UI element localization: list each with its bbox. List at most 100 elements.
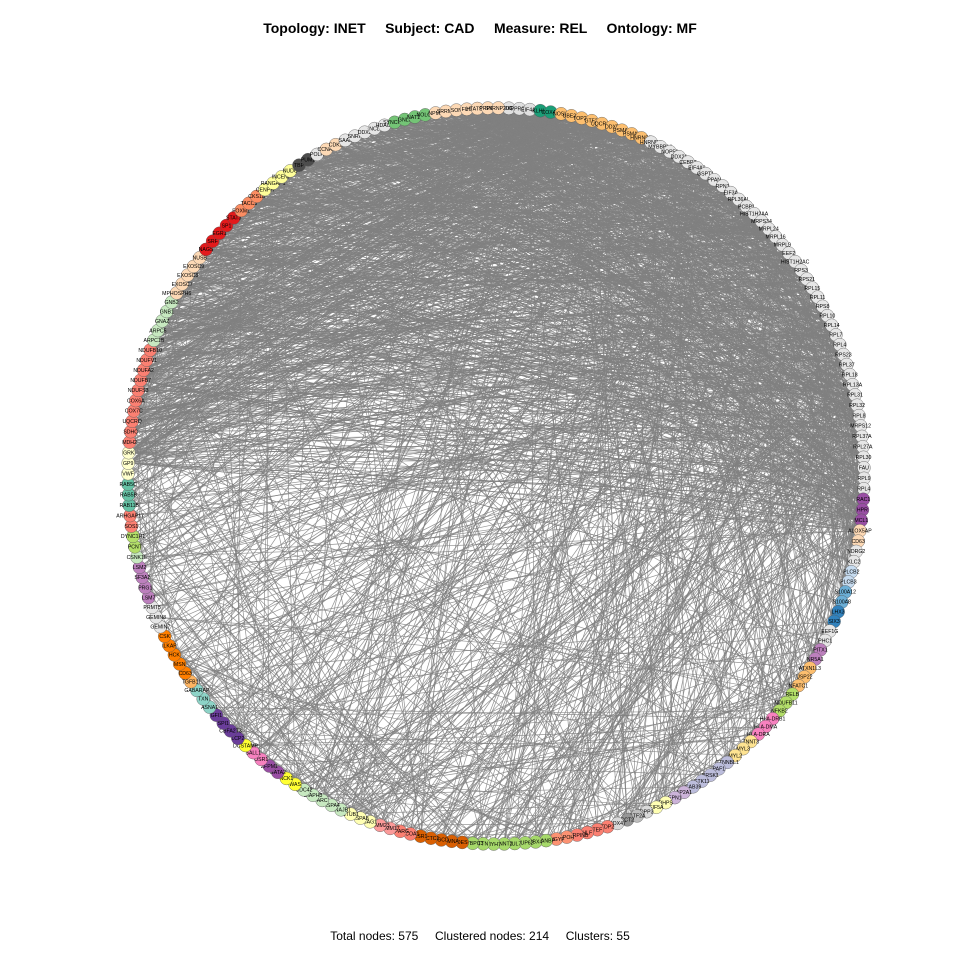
graph-node: ACTC1 [422, 831, 440, 845]
node-label: PSMA1 [613, 128, 631, 134]
graph-edge [646, 520, 862, 812]
graph-edge [128, 107, 510, 453]
graph-edge [404, 119, 783, 246]
graph-edge [340, 206, 747, 810]
graph-edge [155, 109, 531, 618]
graph-edge [157, 330, 836, 336]
graph-edge [169, 645, 323, 801]
graph-edge [321, 394, 856, 801]
graph-edge [497, 107, 759, 735]
node-label: CEBPZ [679, 160, 696, 166]
graph-node: KLHL7 [532, 103, 548, 118]
graph-node: RPL9 [857, 471, 871, 485]
graph-edge [162, 146, 661, 322]
graph-edge [193, 266, 411, 835]
graph-edge [161, 320, 381, 826]
graph-node: MYBPC3 [462, 836, 483, 850]
graph-edge [171, 301, 865, 479]
graph-edge [219, 233, 246, 746]
node-label: SAAL [339, 138, 352, 144]
graph-edge [139, 156, 680, 568]
node-label: RPL8 [853, 413, 866, 419]
graph-edge [788, 253, 861, 531]
node-label: ARPC1B [144, 338, 165, 344]
graph-edge [540, 110, 853, 385]
node-label: STUB1 [342, 812, 359, 818]
graph-edge [607, 630, 831, 827]
graph-edge [127, 473, 515, 844]
node-label: NDUFA2 [133, 368, 154, 374]
graph-edge [230, 730, 557, 840]
graph-edge [518, 108, 598, 830]
node-label: HNRNPC [640, 140, 662, 146]
node-label: CENPH [256, 187, 274, 193]
graph-edge [335, 144, 421, 837]
graph-edge [350, 109, 531, 815]
graph-edge [540, 110, 864, 500]
graph-edge [155, 616, 547, 841]
graph-edge [768, 228, 855, 562]
node-label: NDUFB11 [774, 700, 797, 706]
node-label: RPL30 [856, 455, 872, 461]
graph-edge [127, 473, 578, 836]
node-label: MRPS12 [850, 424, 871, 430]
graph-edge [472, 457, 864, 844]
node-label: PRMT5 [143, 605, 161, 611]
graph-edge [143, 108, 520, 371]
graph-edge [514, 374, 850, 844]
node-label: SF3A2 [134, 575, 150, 581]
graph-edge [253, 394, 856, 753]
node-label: TXN [198, 697, 209, 703]
node-label: MRPS34 [751, 219, 772, 225]
node-label: DDX47 [609, 821, 626, 827]
node-label: SYNCRIP [383, 120, 407, 126]
node-label: COX6A [127, 398, 145, 404]
graph-edge [131, 421, 473, 844]
graph-edge [321, 109, 468, 801]
graph-edge [345, 139, 747, 207]
node-label: EXOSC8 [177, 273, 198, 279]
graph-edge [205, 151, 670, 250]
graph-edge [142, 577, 361, 819]
graph-node: SDHC [123, 425, 138, 439]
graph-edge [134, 179, 715, 548]
graph-edge [133, 410, 860, 532]
graph-edge [134, 123, 603, 548]
graph-edge [190, 125, 385, 682]
graph-edge [136, 509, 863, 558]
graph-edge [335, 144, 769, 230]
graph-edge [389, 467, 865, 829]
node-label: NFKB2 [771, 709, 788, 715]
node-label: CSK [159, 634, 170, 640]
graph-edge [169, 213, 755, 646]
graph-edge [768, 228, 865, 489]
graph-edge [138, 228, 769, 391]
node-label: RPS3 [794, 268, 808, 274]
graph-edge [655, 236, 776, 808]
node-label: ACTC1 [422, 836, 439, 842]
graph-edge [803, 488, 865, 678]
node-label: LSM2 [133, 565, 147, 571]
node-label: RPL14 [824, 323, 840, 329]
graph-edge [127, 125, 385, 464]
node-label: BAG1 [363, 820, 377, 826]
graph-edge [331, 228, 769, 806]
graph-edge [587, 581, 849, 833]
node-label: LHX3 [832, 610, 845, 616]
graph-edge [216, 509, 863, 716]
graph-edge [556, 384, 853, 840]
node-label: EIF3A [724, 190, 739, 196]
graph-edge [187, 274, 865, 479]
graph-edge [379, 167, 698, 826]
graph-edge [132, 536, 787, 703]
graph-edge [556, 306, 823, 840]
node-label: UQCRQ [122, 419, 141, 425]
graph-edge [166, 311, 246, 746]
graph-edge [321, 109, 531, 801]
graph-node: DDX5 [605, 119, 619, 134]
graph-edge [151, 115, 572, 608]
graph-edge [410, 404, 858, 835]
node-label: EEF2 [782, 251, 795, 257]
graph-edge [127, 151, 670, 475]
graph-edge [264, 189, 861, 532]
